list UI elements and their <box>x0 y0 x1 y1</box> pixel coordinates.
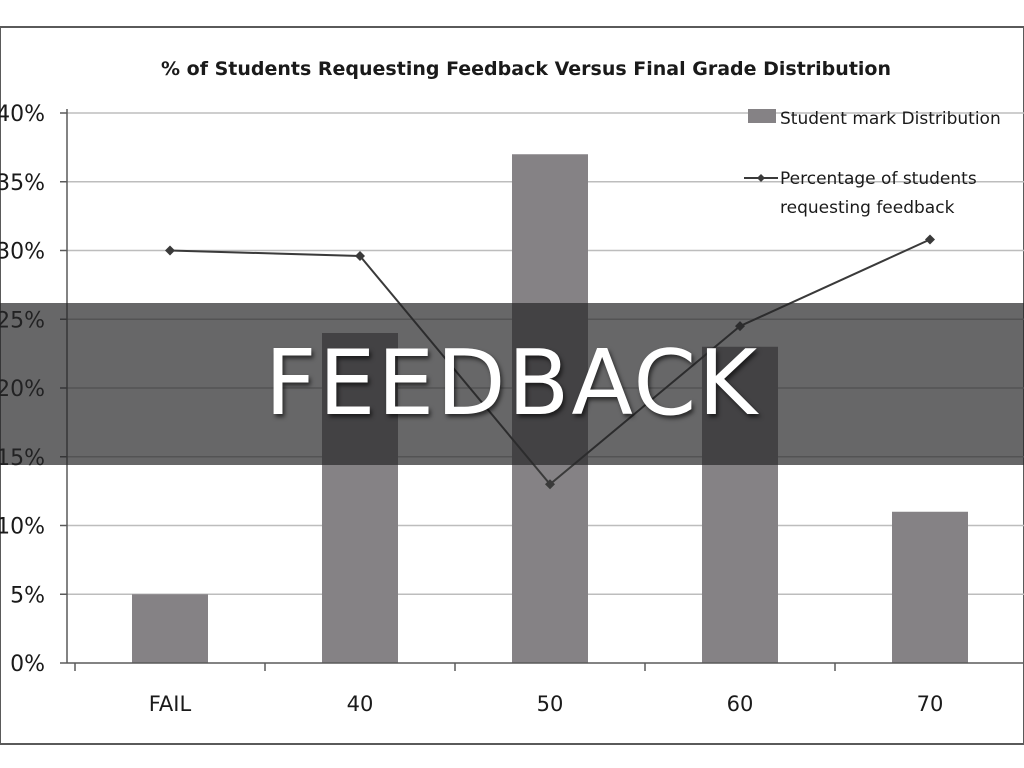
bar <box>132 594 208 663</box>
line-point <box>355 251 365 261</box>
line-point <box>545 479 555 490</box>
y-tick-label: 0% <box>10 652 45 677</box>
line-point <box>925 234 935 245</box>
banner-title: FEEDBACK <box>264 331 760 436</box>
y-tick-label: 35% <box>0 171 45 196</box>
x-tick-label: 50 <box>537 692 564 716</box>
x-tick-label: FAIL <box>149 692 192 716</box>
y-tick-label: 30% <box>0 240 45 265</box>
x-tick-labels: FAIL 40 50 60 70 <box>149 692 944 716</box>
y-tick-label: 10% <box>0 515 45 540</box>
x-tick-label: 40 <box>347 692 374 716</box>
feedback-banner: FEEDBACK <box>0 303 1024 465</box>
legend: Student mark Distribution Percentage of … <box>744 109 1001 218</box>
legend-bar-label: Student mark Distribution <box>780 109 1001 129</box>
x-tick-label: 70 <box>917 692 944 716</box>
x-tick-label: 60 <box>727 692 754 716</box>
legend-bar-swatch <box>748 109 776 123</box>
line-point <box>165 245 175 256</box>
legend-line-marker <box>757 174 765 182</box>
y-tick-label: 40% <box>0 102 45 127</box>
legend-line-label: Percentage of students requesting feedbac… <box>780 169 977 218</box>
y-tick-label: 5% <box>10 583 45 608</box>
chart-title: % of Students Requesting Feedback Versus… <box>161 58 891 80</box>
bar <box>892 511 968 663</box>
